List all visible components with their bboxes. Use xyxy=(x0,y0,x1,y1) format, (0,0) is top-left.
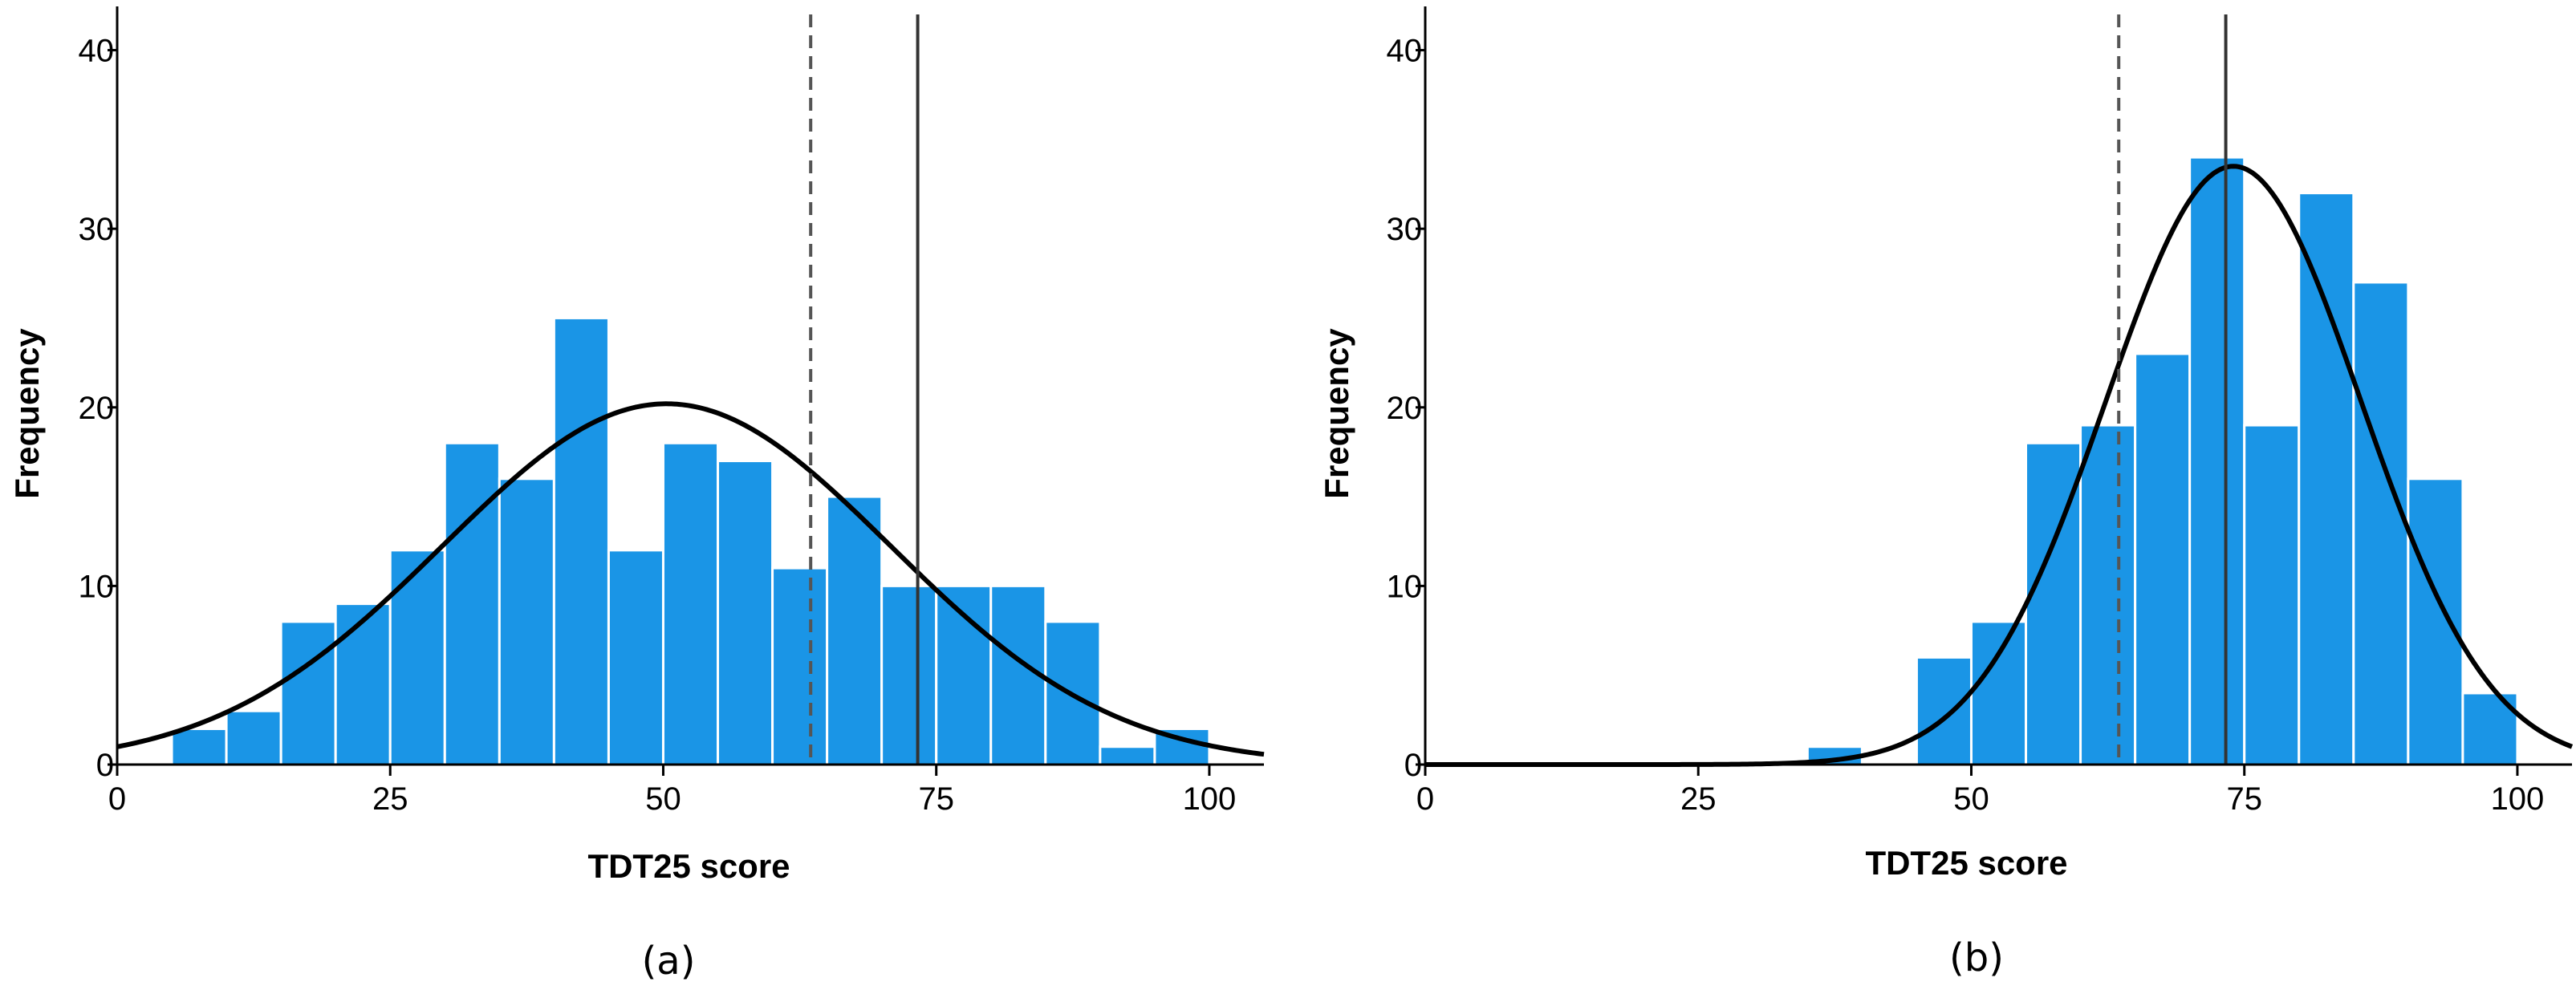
histogram-bar xyxy=(1099,745,1156,766)
histogram-bar xyxy=(717,460,774,766)
x-tick-label: 50 xyxy=(1953,781,1989,817)
x-tick-label: 100 xyxy=(2491,781,2545,817)
histogram-bar xyxy=(225,709,282,766)
x-tick-label: 25 xyxy=(372,781,408,817)
histogram-bar xyxy=(2243,424,2301,766)
x-tick-label: 25 xyxy=(1680,781,1717,817)
histogram-bar xyxy=(2134,352,2192,766)
histogram-bar xyxy=(2352,281,2410,766)
y-tick-label: 30 xyxy=(79,212,115,247)
x-axis-title: TDT25 score xyxy=(587,847,790,885)
x-tick-label: 75 xyxy=(918,781,954,817)
histogram-bar xyxy=(1915,655,1973,766)
histogram-bar xyxy=(2188,156,2246,766)
panel-label: (b) xyxy=(1949,935,2004,980)
y-tick-label: 40 xyxy=(79,34,115,69)
y-tick-label: 0 xyxy=(96,748,114,783)
histogram-bar xyxy=(170,727,228,766)
histogram-bar xyxy=(552,316,610,766)
normal-curve xyxy=(116,401,1265,757)
x-tick-label: 0 xyxy=(108,781,126,817)
histogram-bar xyxy=(607,549,664,766)
panel-label: (a) xyxy=(642,939,696,984)
x-tick-label: 50 xyxy=(645,781,681,817)
x-tick-label: 0 xyxy=(1416,781,1434,817)
y-tick-label: 0 xyxy=(1404,748,1422,783)
x-tick-label: 75 xyxy=(2226,781,2262,817)
histogram-bar xyxy=(443,441,501,766)
y-tick-label: 30 xyxy=(1387,212,1423,247)
y-tick-label: 10 xyxy=(1387,569,1423,604)
histogram-bar xyxy=(2079,424,2137,766)
chart-panel-a: 0 25 50 75 100 0 10 20 30 40 TDT25 score Frequency (… xyxy=(8,6,1265,984)
histogram-bar xyxy=(880,584,938,766)
x-tick-label: 100 xyxy=(1183,781,1237,817)
histogram-bar xyxy=(771,566,829,766)
histogram-bar xyxy=(2298,192,2355,766)
y-tick-label: 10 xyxy=(79,569,115,604)
x-axis-title: TDT25 score xyxy=(1865,844,2067,882)
histogram-bar xyxy=(279,620,337,766)
histogram-bar xyxy=(1969,620,2028,766)
histogram-bar xyxy=(334,602,392,766)
histogram-bar xyxy=(2407,477,2464,766)
y-axis-title: Frequency xyxy=(1318,328,1355,499)
chart-panel-b: 0 25 50 75 100 0 10 20 30 40 TDT25 score Frequency (… xyxy=(1318,6,2574,980)
histogram-bar xyxy=(661,441,720,766)
y-axis-title: Frequency xyxy=(8,328,46,499)
histogram-bar xyxy=(826,495,884,766)
y-tick-label: 40 xyxy=(1387,34,1423,69)
y-tick-label: 20 xyxy=(79,391,115,426)
histogram-bar xyxy=(498,477,555,766)
y-tick-label: 20 xyxy=(1387,391,1423,426)
histogram-bar xyxy=(388,549,446,766)
